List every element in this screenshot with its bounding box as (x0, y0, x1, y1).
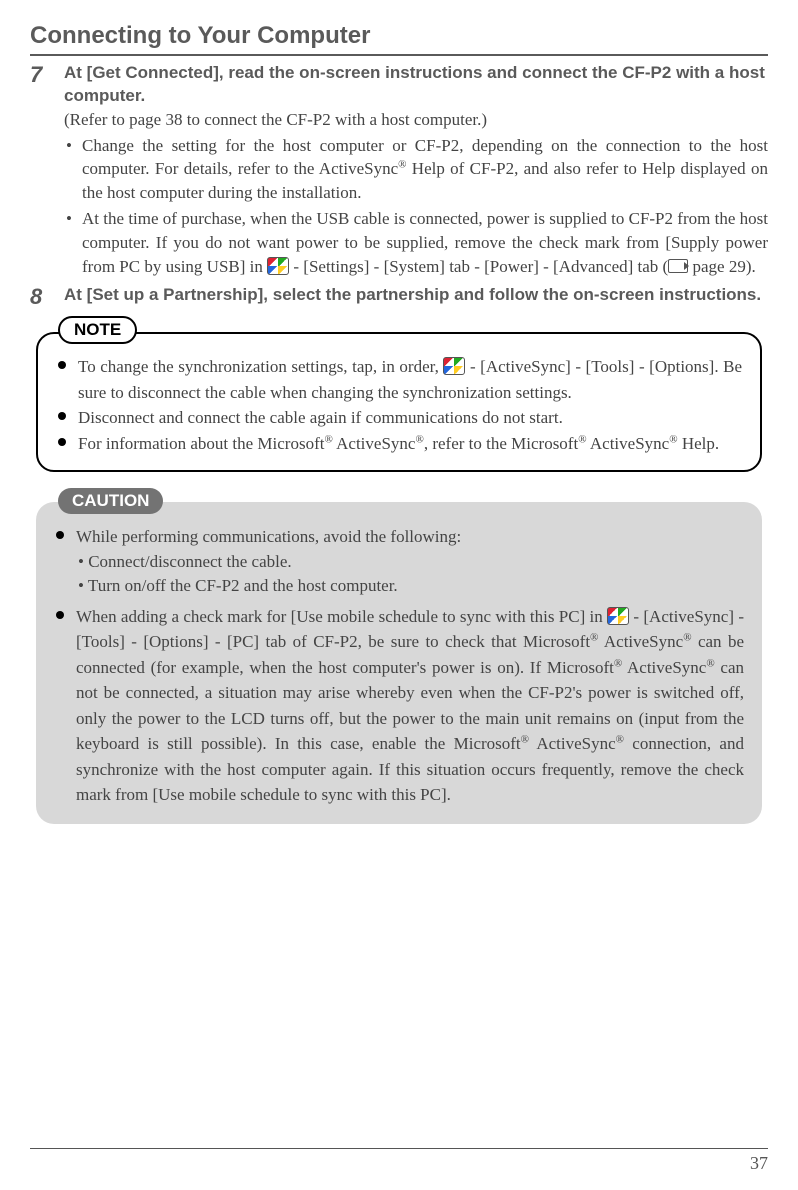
page-reference-icon (668, 259, 688, 273)
text: When adding a check mark for [Use mobile… (76, 607, 607, 626)
registered-mark: ® (616, 733, 624, 745)
registered-mark: ® (415, 433, 423, 445)
caution-item-1-sublist: Connect/disconnect the cable. Turn on/of… (76, 550, 744, 598)
caution-item-1: While performing communications, avoid t… (54, 524, 744, 597)
note-item-1: To change the synchronization settings, … (56, 354, 742, 405)
caution-label: CAUTION (58, 488, 163, 514)
registered-mark: ® (578, 433, 586, 445)
text: For information about the Microsoft (78, 434, 324, 453)
step-number-7: 7 (30, 62, 64, 278)
note-item-2: Disconnect and connect the cable again i… (56, 405, 742, 431)
text: ActiveSync (622, 658, 706, 677)
registered-mark: ® (614, 657, 622, 669)
note-box: To change the synchronization settings, … (36, 332, 762, 472)
caution-sub-2: Turn on/off the CF-P2 and the host compu… (78, 574, 744, 598)
text: To change the synchronization settings, … (78, 357, 443, 376)
page-title: Connecting to Your Computer (30, 22, 768, 56)
note-section: NOTE To change the synchronization setti… (36, 332, 762, 472)
text: page 29). (688, 257, 756, 276)
note-item-3: For information about the Microsoft® Act… (56, 431, 742, 457)
text: While performing communications, avoid t… (76, 527, 461, 546)
page-footer: 37 (30, 1148, 768, 1174)
step-7-heading: At [Get Connected], read the on-screen i… (64, 62, 768, 108)
registered-mark: ® (521, 733, 529, 745)
registered-mark: ® (683, 631, 691, 643)
step-7-bullets: Change the setting for the host computer… (64, 134, 768, 279)
text: ActiveSync (598, 632, 683, 651)
registered-mark: ® (324, 433, 332, 445)
page-number: 37 (750, 1153, 768, 1173)
text: ActiveSync (587, 434, 670, 453)
caution-sub-1: Connect/disconnect the cable. (78, 550, 744, 574)
start-menu-icon (443, 357, 465, 375)
note-list: To change the synchronization settings, … (56, 354, 742, 456)
text: - [Settings] - [System] tab - [Power] - … (289, 257, 668, 276)
registered-mark: ® (706, 657, 714, 669)
caution-box: While performing communications, avoid t… (36, 502, 762, 823)
text: , refer to the Microsoft (424, 434, 578, 453)
note-label: NOTE (58, 316, 137, 344)
caution-list: While performing communications, avoid t… (54, 524, 744, 807)
page: Connecting to Your Computer 7 At [Get Co… (0, 0, 798, 1190)
step-8-heading: At [Set up a Partnership], select the pa… (64, 284, 768, 307)
caution-section: CAUTION While performing communications,… (36, 502, 762, 823)
step-8: 8 At [Set up a Partnership], select the … (30, 284, 768, 310)
step-7-subtext: (Refer to page 38 to connect the CF-P2 w… (64, 108, 768, 132)
step-7-body: At [Get Connected], read the on-screen i… (64, 62, 768, 278)
text: ActiveSync (529, 734, 616, 753)
text: Help. (678, 434, 720, 453)
step-7: 7 At [Get Connected], read the on-screen… (30, 62, 768, 278)
step-7-bullet-1: Change the setting for the host computer… (64, 134, 768, 205)
step-8-body: At [Set up a Partnership], select the pa… (64, 284, 768, 310)
step-7-bullet-2: At the time of purchase, when the USB ca… (64, 207, 768, 278)
start-menu-icon (267, 257, 289, 275)
start-menu-icon (607, 607, 629, 625)
text: ActiveSync (333, 434, 416, 453)
caution-item-2: When adding a check mark for [Use mobile… (54, 604, 744, 808)
registered-mark: ® (669, 433, 677, 445)
step-number-8: 8 (30, 284, 64, 310)
